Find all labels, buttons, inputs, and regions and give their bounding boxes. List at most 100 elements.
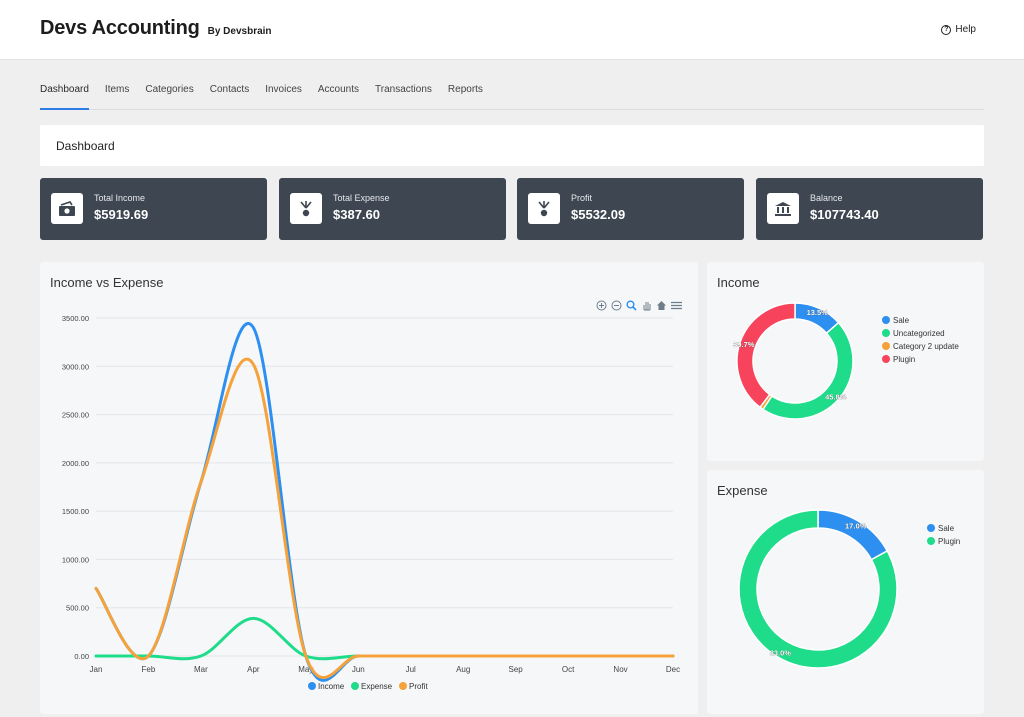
y-tick-label: 2500.00 — [62, 411, 89, 420]
y-tick-label: 1500.00 — [62, 507, 89, 516]
card-title: Income — [717, 275, 760, 290]
money-icon — [51, 193, 83, 224]
legend-marker — [882, 316, 890, 324]
legend-marker — [882, 342, 890, 350]
series-line-profit — [94, 357, 675, 679]
card-title: Income vs Expense — [50, 275, 164, 290]
income-vs-expense-card: Income vs Expense 0.00 500.00 1000.00 1500.… — [40, 262, 698, 714]
legend-marker — [308, 682, 316, 690]
card-title: Expense — [717, 483, 768, 498]
bank-icon — [767, 193, 799, 224]
x-tick-label: Dec — [666, 665, 680, 674]
tab-accounts[interactable]: Accounts — [317, 84, 360, 95]
income-card: Income 13.5% 45.8% 39.7% Sale Uncategorized C… — [707, 262, 984, 461]
legend-marker — [882, 329, 890, 337]
legend-label: Income — [318, 682, 345, 691]
slice-label: 17.0% — [845, 521, 867, 530]
stat-card-total-expense: Total Expense $387.60 — [279, 178, 506, 240]
stat-value: $387.60 — [333, 207, 380, 222]
tab-transactions[interactable]: Transactions — [375, 84, 432, 95]
expense-donut-chart: 17.0% 83.0% Sale Plugin — [738, 509, 960, 669]
x-tick-label: Apr — [247, 665, 260, 674]
legend-marker — [927, 524, 935, 532]
stat-value: $107743.40 — [810, 207, 879, 222]
main-nav: Dashboard Items Categories Contacts Invo… — [40, 78, 984, 110]
x-tick-label: Jul — [406, 665, 416, 674]
slice-label: 83.0% — [770, 649, 792, 658]
app-subtitle: By Devsbrain — [207, 26, 272, 37]
legend-label: Category 2 update — [893, 342, 959, 351]
stat-label: Balance — [810, 193, 843, 203]
legend-marker — [351, 682, 359, 690]
series-line-expense — [94, 616, 675, 661]
x-tick-label: Aug — [456, 665, 470, 674]
expense-card: Expense 17.0% 83.0% Sale Plugin — [707, 470, 984, 714]
legend-label: Sale — [938, 524, 955, 533]
x-tick-label: Mar — [194, 665, 208, 674]
x-tick-label: Sep — [509, 665, 524, 674]
legend-label: Sale — [893, 316, 910, 325]
legend-marker — [927, 537, 935, 545]
tab-items[interactable]: Items — [104, 84, 130, 95]
x-tick-label: Feb — [142, 665, 156, 674]
home-icon[interactable] — [656, 300, 667, 311]
stat-label: Total Income — [94, 193, 146, 203]
legend-label: Plugin — [938, 537, 960, 546]
tab-contacts[interactable]: Contacts — [209, 84, 250, 95]
donut-slice-sale — [817, 509, 889, 561]
y-tick-label: 1000.00 — [62, 555, 89, 564]
legend-label: Expense — [361, 682, 393, 691]
line-chart: 0.00 500.00 1000.00 1500.00 2000.00 2500.00 30… — [62, 314, 680, 691]
series-line-income — [94, 322, 675, 682]
income-donut-chart: 13.5% 45.8% 39.7% Sale Uncategorized Category… — [733, 302, 959, 420]
stat-value: $5532.09 — [571, 207, 626, 222]
donut-slice-plugin — [736, 302, 796, 409]
brand[interactable]: Devs Accounting By Devsbrain — [40, 17, 272, 40]
zoom-in-icon[interactable] — [596, 300, 607, 311]
stat-label: Total Expense — [333, 193, 390, 203]
chart-toolbar — [596, 300, 682, 311]
x-tick-label: Nov — [613, 665, 627, 674]
magnifier-icon[interactable] — [626, 300, 637, 311]
slice-label: 45.8% — [825, 392, 847, 401]
stat-card-total-income: Total Income $5919.69 — [40, 178, 267, 240]
stat-card-balance: Balance $107743.40 — [756, 178, 983, 240]
app-title: Devs Accounting — [40, 17, 200, 39]
x-tick-label: Jan — [90, 665, 103, 674]
expense-icon — [290, 193, 322, 224]
tab-reports[interactable]: Reports — [447, 84, 483, 95]
page-title: Dashboard — [56, 139, 115, 153]
slice-label: 39.7% — [733, 340, 755, 349]
legend-label: Profit — [409, 682, 428, 691]
donut-slice-uncategorized — [761, 321, 854, 420]
stat-value: $5919.69 — [94, 207, 149, 222]
y-tick-label: 3500.00 — [62, 314, 89, 323]
slice-label: 13.5% — [807, 308, 829, 317]
stat-label: Profit — [571, 193, 593, 203]
x-tick-label: May — [298, 665, 313, 674]
zoom-out-icon[interactable] — [611, 300, 622, 311]
question-circle-icon: ? — [941, 24, 952, 35]
y-tick-label: 2000.00 — [62, 459, 89, 468]
legend-label: Uncategorized — [893, 329, 945, 338]
legend-marker — [399, 682, 407, 690]
x-tick-label: Oct — [562, 665, 575, 674]
page-header: Dashboard — [40, 125, 984, 166]
stat-card-profit: Profit $5532.09 — [517, 178, 744, 240]
menu-icon[interactable] — [671, 300, 682, 311]
x-tick-label: Jun — [352, 665, 365, 674]
y-tick-label: 3000.00 — [62, 362, 89, 371]
tab-categories[interactable]: Categories — [145, 84, 194, 95]
profit-icon — [528, 193, 560, 224]
pan-hand-icon[interactable] — [641, 300, 652, 311]
donut-slice-plugin — [738, 509, 898, 669]
legend-marker — [882, 355, 890, 363]
tab-dashboard[interactable]: Dashboard — [40, 78, 89, 110]
y-tick-label: 500.00 — [66, 604, 89, 613]
help-label: Help — [955, 24, 976, 35]
y-tick-label: 0.00 — [74, 652, 89, 661]
legend-label: Plugin — [893, 355, 915, 364]
help-link[interactable]: ? Help — [941, 24, 976, 35]
top-bar: Devs Accounting By Devsbrain ? Help — [0, 0, 1024, 60]
tab-invoices[interactable]: Invoices — [265, 84, 302, 95]
